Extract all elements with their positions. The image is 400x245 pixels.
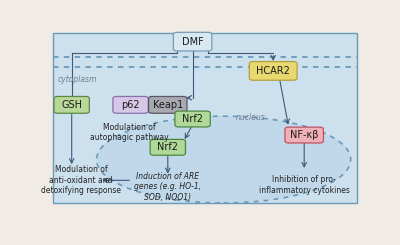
Text: cytoplasm: cytoplasm [58, 75, 97, 84]
FancyBboxPatch shape [249, 61, 297, 80]
FancyBboxPatch shape [285, 127, 324, 143]
FancyBboxPatch shape [54, 97, 89, 113]
Text: NF-κβ: NF-κβ [290, 130, 318, 140]
Text: DMF: DMF [182, 37, 204, 47]
Text: Modulation of
autophagic pathway: Modulation of autophagic pathway [90, 122, 168, 142]
Text: Nrf2: Nrf2 [157, 142, 178, 152]
FancyBboxPatch shape [148, 97, 187, 113]
Text: Modulation of
anti-oxidant and
detoxifying response: Modulation of anti-oxidant and detoxifyi… [41, 165, 121, 195]
Text: nucleus: nucleus [236, 113, 266, 122]
Ellipse shape [96, 116, 351, 203]
Text: HCAR2: HCAR2 [256, 66, 290, 76]
FancyBboxPatch shape [150, 139, 186, 155]
FancyBboxPatch shape [113, 97, 148, 113]
FancyBboxPatch shape [53, 33, 357, 203]
FancyBboxPatch shape [173, 32, 212, 51]
Text: Induction of ARE
genes (e.g. HO-1,
SOD, NQO1): Induction of ARE genes (e.g. HO-1, SOD, … [134, 172, 201, 202]
Text: GSH: GSH [61, 100, 82, 110]
FancyBboxPatch shape [175, 111, 210, 127]
Text: Keap1: Keap1 [153, 100, 183, 110]
Text: p62: p62 [121, 100, 140, 110]
Text: Inhibition of pro-
inflammatory cytokines: Inhibition of pro- inflammatory cytokine… [259, 175, 350, 195]
Text: Nrf2: Nrf2 [182, 114, 203, 124]
